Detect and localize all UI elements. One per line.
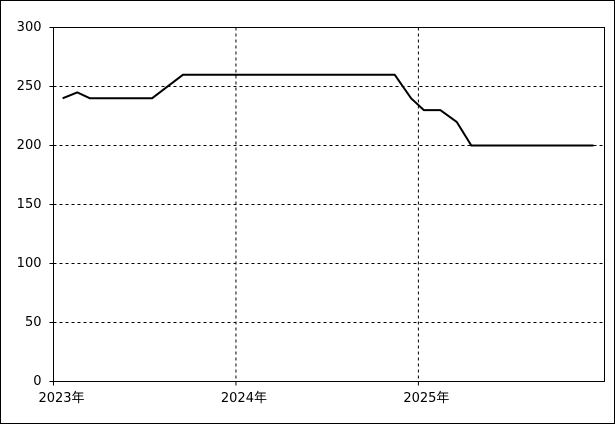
line (62, 73, 594, 147)
y-tick-label: 100 (17, 256, 42, 271)
y-tick-label: 50 (25, 315, 42, 330)
y-tick-label: 250 (17, 79, 42, 94)
x-tick-label: 2024年 (221, 391, 267, 406)
y-tick-label: 200 (17, 138, 42, 153)
x-tick-label: 2023年 (38, 391, 84, 406)
y-tick-label: 0 (33, 374, 41, 389)
x-tick-label: 2025年 (403, 391, 449, 406)
y-tick-label: 300 (17, 20, 42, 35)
y-tick-label: 150 (17, 197, 42, 212)
